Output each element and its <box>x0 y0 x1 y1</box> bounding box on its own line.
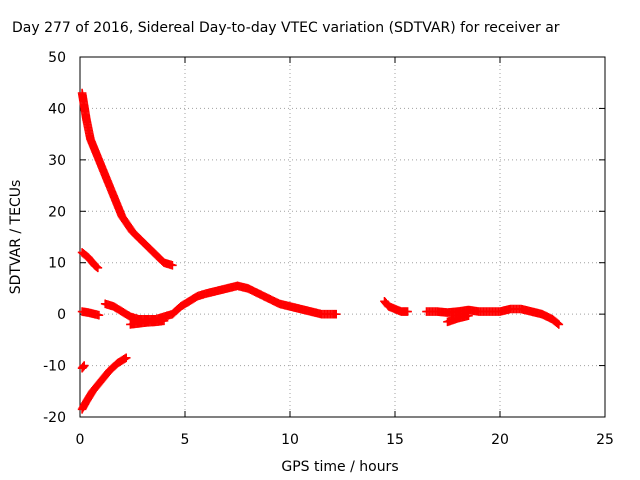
x-axis-label: GPS time / hours <box>281 459 398 475</box>
data-point <box>92 262 102 272</box>
x-tick-label: 5 <box>181 432 190 448</box>
data-point <box>168 260 177 270</box>
data-point <box>403 307 412 316</box>
data-point <box>79 361 89 370</box>
y-tick-label: 40 <box>48 101 66 117</box>
data-point <box>94 310 104 320</box>
x-tick-label: 15 <box>386 432 404 448</box>
series-arc-near-zero-early <box>77 307 104 320</box>
y-axis-label: SDTVAR / TECUs <box>8 180 24 295</box>
series-arc-minus-10 <box>77 361 89 373</box>
data-point <box>554 320 564 329</box>
series-arc-descending-high <box>77 88 177 270</box>
y-tick-label: -20 <box>43 410 66 426</box>
chart-title: Day 277 of 2016, Sidereal Day-to-day VTE… <box>12 20 560 36</box>
x-tick-labels: 0 5 10 15 20 25 <box>76 432 614 448</box>
data-point <box>553 319 563 328</box>
x-tick-label: 10 <box>281 432 299 448</box>
gridlines <box>80 57 605 417</box>
data-point <box>464 311 473 320</box>
y-tick-label: 0 <box>57 307 66 323</box>
series-arc-late <box>422 304 564 329</box>
series-arc-late-low <box>443 311 473 327</box>
series-arc-main-wave <box>100 281 341 324</box>
y-tick-label: -10 <box>43 359 66 375</box>
series-arc-short-10 <box>77 248 103 273</box>
plot-frame <box>79 56 606 418</box>
data-point <box>159 316 169 326</box>
data-points <box>77 88 564 414</box>
series-arc-low-band <box>126 316 169 329</box>
y-tick-label: 50 <box>48 50 66 66</box>
y-tick-label: 10 <box>48 256 66 272</box>
y-tick-labels: -20 -10 0 10 20 30 40 50 <box>43 50 66 426</box>
data-point <box>331 309 341 319</box>
x-tick-label: 20 <box>491 432 509 448</box>
y-tick-label: 20 <box>48 204 66 220</box>
data-point <box>121 353 131 363</box>
x-tick-label: 0 <box>76 432 85 448</box>
series-arc-ascending-low <box>77 353 131 414</box>
data-point <box>93 263 103 273</box>
x-tick-label: 25 <box>596 432 614 448</box>
y-tick-label: 30 <box>48 153 66 169</box>
axis-ticks <box>79 56 606 418</box>
series-arc-around-15 <box>380 296 412 316</box>
